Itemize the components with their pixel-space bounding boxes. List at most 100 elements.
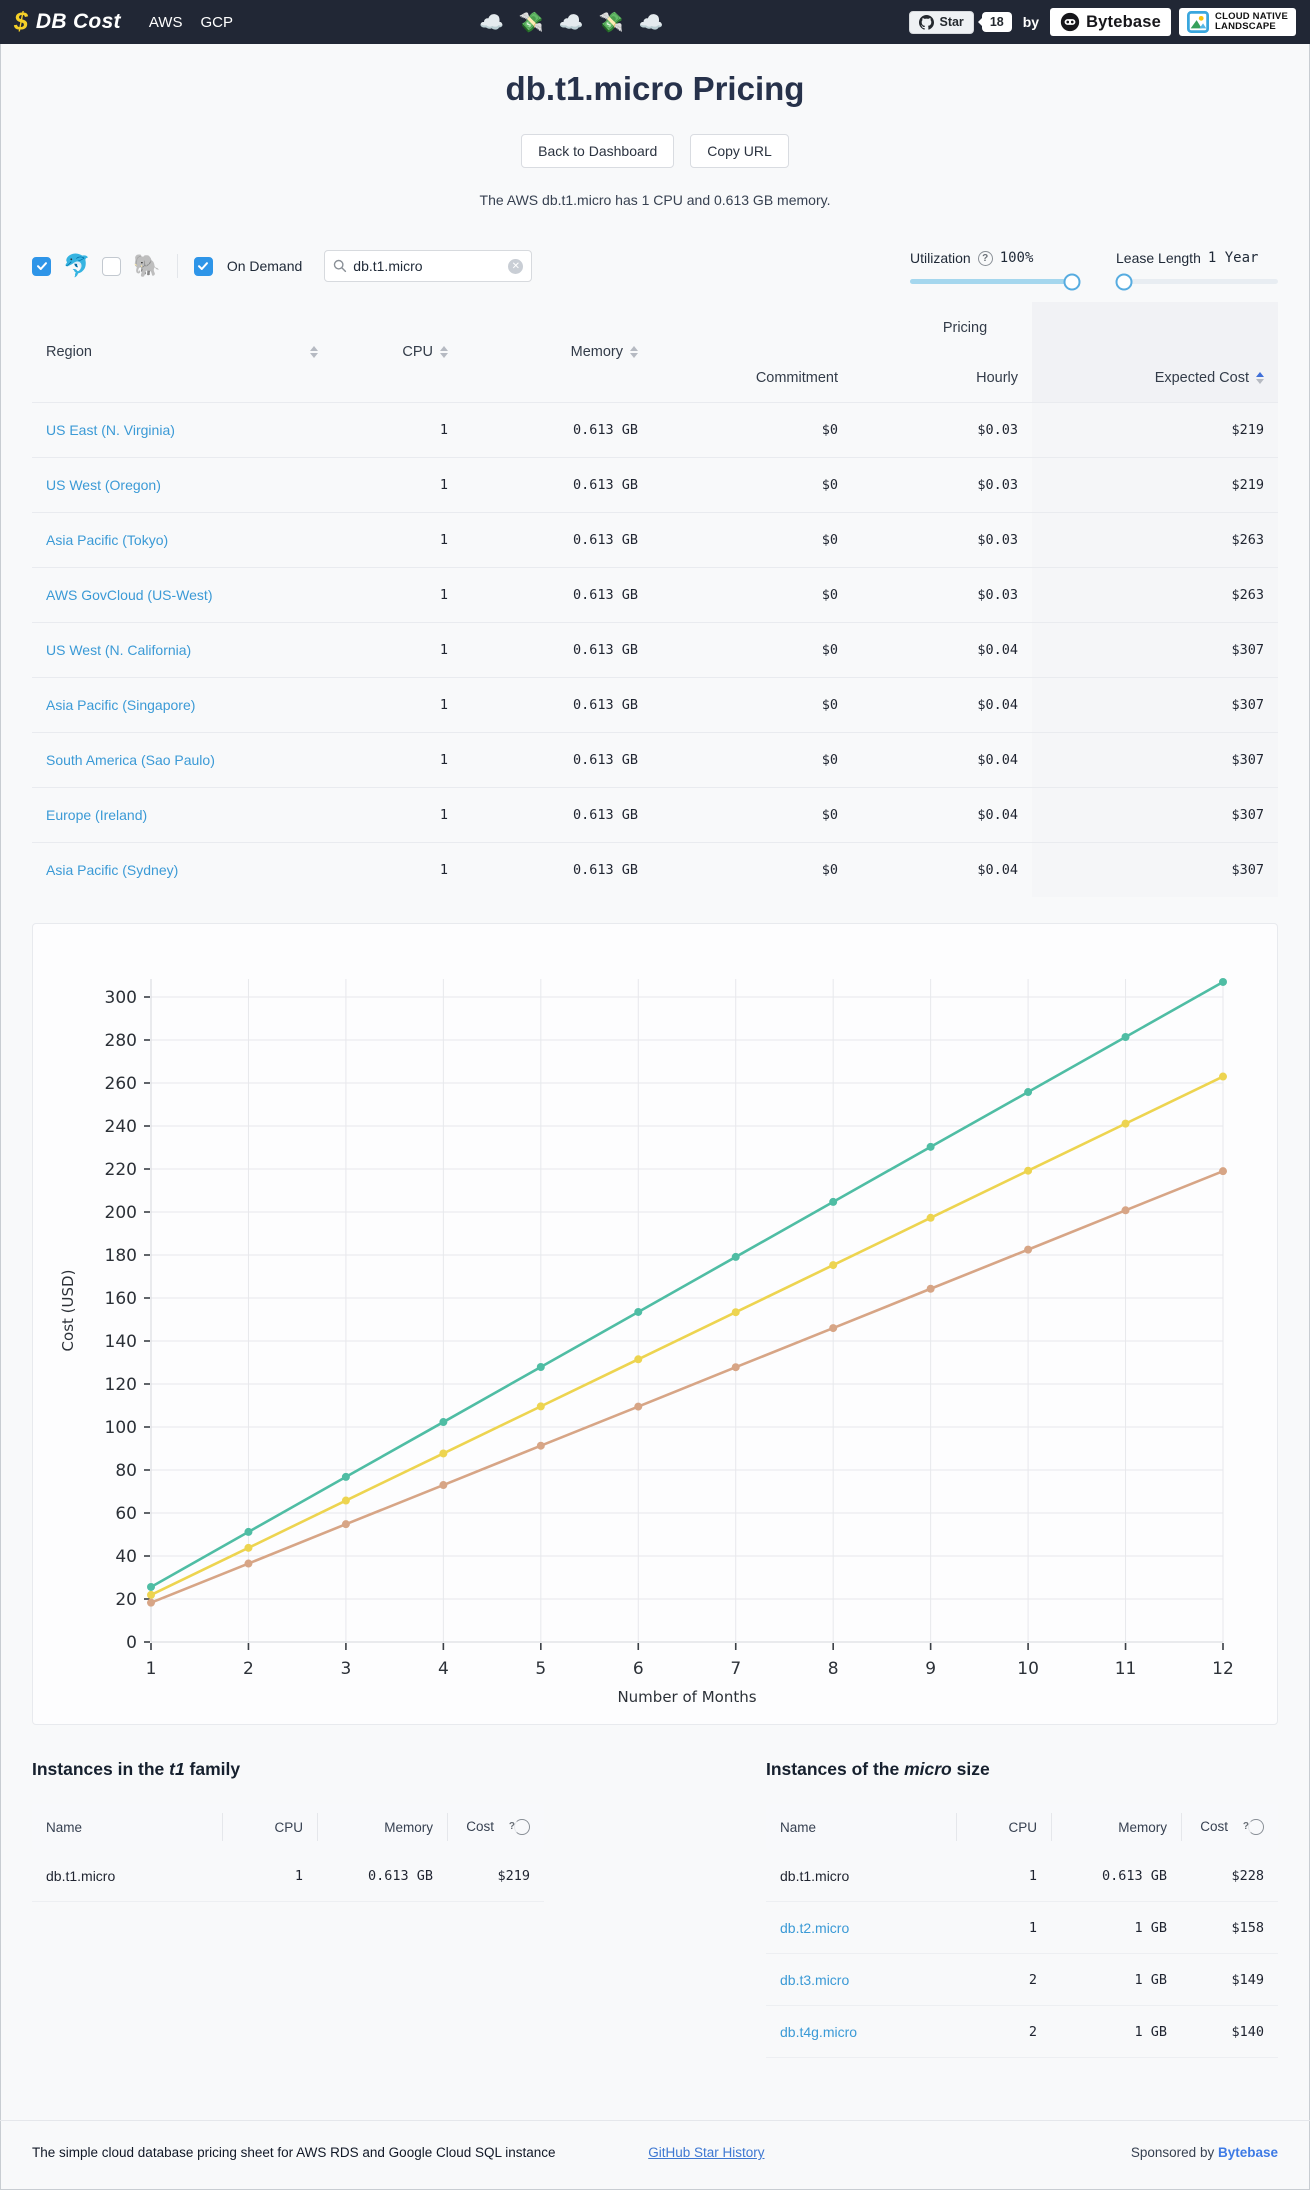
commitment-value: $0 (821, 642, 838, 658)
cpu-value: 1 (439, 697, 448, 713)
sponsor-bytebase-link[interactable]: Bytebase (1217, 2145, 1278, 2160)
search-input[interactable] (353, 258, 503, 274)
on-demand-checkbox[interactable] (193, 256, 213, 276)
commitment-value: $0 (821, 697, 838, 713)
region-link[interactable]: Asia Pacific (Singapore) (46, 697, 196, 713)
region-link[interactable]: Asia Pacific (Sydney) (46, 862, 179, 878)
pricing-group-header: Pricing (942, 320, 988, 336)
expected-cost-value: $307 (1032, 843, 1278, 897)
memory-value: 0.613 GB (367, 1867, 433, 1884)
cpu-value: 2 (1028, 1971, 1037, 1988)
column-header-cost: Cost? (1181, 1813, 1278, 1841)
github-star-history-link[interactable]: GitHub Star History (648, 2145, 765, 2160)
landscape-label: CLOUD NATIVE LANDSCAPE (1215, 10, 1288, 32)
github-star-button[interactable]: Star (909, 10, 974, 34)
sort-icon[interactable] (310, 345, 318, 359)
svg-text:3: 3 (340, 1659, 351, 1679)
instance-link[interactable]: db.t3.micro (780, 1971, 850, 1988)
nav-item-aws[interactable]: AWS (148, 13, 183, 31)
column-header-cpu[interactable]: CPU (332, 302, 462, 402)
utilization-help-icon[interactable]: ? (977, 250, 993, 266)
copy-url-button[interactable]: Copy URL (690, 134, 789, 168)
hourly-value: $0.04 (977, 752, 1018, 768)
cost-value: $158 (1231, 1919, 1264, 1936)
expected-cost-value: $263 (1032, 568, 1278, 622)
memory-value: 0.613 GB (572, 587, 638, 603)
memory-value: 0.613 GB (572, 807, 638, 823)
column-header-expected-cost[interactable]: Expected Cost (1032, 354, 1278, 402)
cost-value: $228 (1231, 1867, 1264, 1884)
utilization-slider[interactable] (910, 273, 1081, 290)
memory-value: 1 GB (1134, 2023, 1167, 2040)
utilization-slider-handle[interactable] (1063, 273, 1081, 290)
postgresql-checkbox[interactable] (102, 256, 122, 276)
region-link[interactable]: Europe (Ireland) (46, 807, 148, 823)
table-row: US West (Oregon) 1 0.613 GB $0 $0.03 $219 (32, 457, 1278, 512)
header-emoji-strip: ☁️ 💸 ☁️ 💸 ☁️ (233, 10, 910, 35)
bytebase-label: Bytebase (1086, 12, 1162, 31)
region-link[interactable]: Asia Pacific (Tokyo) (46, 532, 169, 548)
app-header: $ DB Cost AWS GCP ☁️ 💸 ☁️ 💸 ☁️ Star 18 by By… (0, 0, 1310, 44)
svg-text:280: 280 (105, 1031, 137, 1051)
cloud-native-landscape-badge[interactable]: CLOUD NATIVE LANDSCAPE (1179, 8, 1296, 36)
footer-sponsor: Sponsored by Bytebase (1130, 2145, 1278, 2160)
bytebase-logo[interactable]: Bytebase (1050, 8, 1172, 36)
table-row: db.t3.micro 2 1 GB $149 (766, 1954, 1278, 2006)
mysql-checkbox[interactable] (32, 256, 51, 276)
on-demand-label: On Demand (226, 258, 303, 274)
svg-text:120: 120 (105, 1375, 137, 1395)
instance-link[interactable]: db.t4g.micro (780, 2023, 858, 2040)
column-header-memory[interactable]: Memory (462, 302, 652, 402)
sort-icon[interactable] (440, 345, 448, 359)
table-row: Asia Pacific (Singapore) 1 0.613 GB $0 $0.04… (32, 677, 1278, 732)
app-footer: The simple cloud database pricing sheet … (0, 2120, 1310, 2190)
money-wings-icon: 💸 (518, 11, 544, 34)
hourly-value: $0.03 (977, 422, 1018, 438)
commitment-value: $0 (821, 477, 838, 493)
star-count-badge[interactable]: 18 (981, 12, 1012, 32)
sort-icon-active[interactable] (1256, 371, 1264, 385)
expected-cost-value: $307 (1032, 733, 1278, 787)
commitment-value: $0 (821, 752, 838, 768)
region-link[interactable]: AWS GovCloud (US-West) (46, 587, 213, 603)
svg-text:6: 6 (633, 1659, 644, 1679)
cost-help-icon[interactable]: ? (1243, 1818, 1264, 1836)
instance-link[interactable]: db.t2.micro (780, 1919, 850, 1936)
svg-text:10: 10 (1017, 1659, 1039, 1679)
column-header-region[interactable]: Region (32, 302, 332, 402)
svg-text:300: 300 (105, 988, 137, 1008)
table-row: db.t1.micro 1 0.613 GB $219 (32, 1850, 544, 1902)
landscape-icon (1187, 11, 1210, 33)
cpu-value: 1 (439, 862, 448, 878)
svg-text:12: 12 (1212, 1659, 1234, 1679)
filter-divider (176, 254, 178, 278)
cost-help-icon[interactable]: ? (509, 1818, 530, 1836)
search-icon (334, 259, 347, 273)
region-link[interactable]: US East (N. Virginia) (46, 422, 175, 438)
lease-length-value: 1 Year (1207, 250, 1259, 266)
hourly-value: $0.03 (977, 477, 1018, 493)
cpu-value: 1 (439, 422, 448, 438)
cpu-value: 1 (439, 587, 448, 603)
expected-cost-value: $307 (1032, 623, 1278, 677)
back-to-dashboard-button[interactable]: Back to Dashboard (521, 134, 675, 168)
region-link[interactable]: US West (Oregon) (46, 477, 161, 493)
star-label: Star (939, 15, 964, 29)
sort-icon[interactable] (630, 345, 638, 359)
memory-value: 1 GB (1134, 1971, 1167, 1988)
cpu-value: 1 (439, 752, 448, 768)
svg-text:9: 9 (925, 1659, 936, 1679)
lease-length-slider[interactable] (1115, 273, 1278, 290)
column-header-name: Name (780, 1819, 817, 1835)
svg-text:20: 20 (115, 1590, 137, 1610)
column-header-cpu: CPU (222, 1813, 317, 1841)
app-logo[interactable]: DB Cost (35, 10, 121, 33)
region-link[interactable]: South America (Sao Paulo) (46, 752, 215, 768)
nav-item-gcp[interactable]: GCP (200, 13, 233, 31)
search-box: ✕ (324, 250, 533, 282)
region-link[interactable]: US West (N. California) (46, 642, 192, 658)
cost-value: $149 (1231, 1971, 1264, 1988)
clear-search-icon[interactable]: ✕ (508, 258, 524, 274)
svg-text:260: 260 (105, 1074, 137, 1094)
lease-slider-handle[interactable] (1115, 273, 1133, 290)
